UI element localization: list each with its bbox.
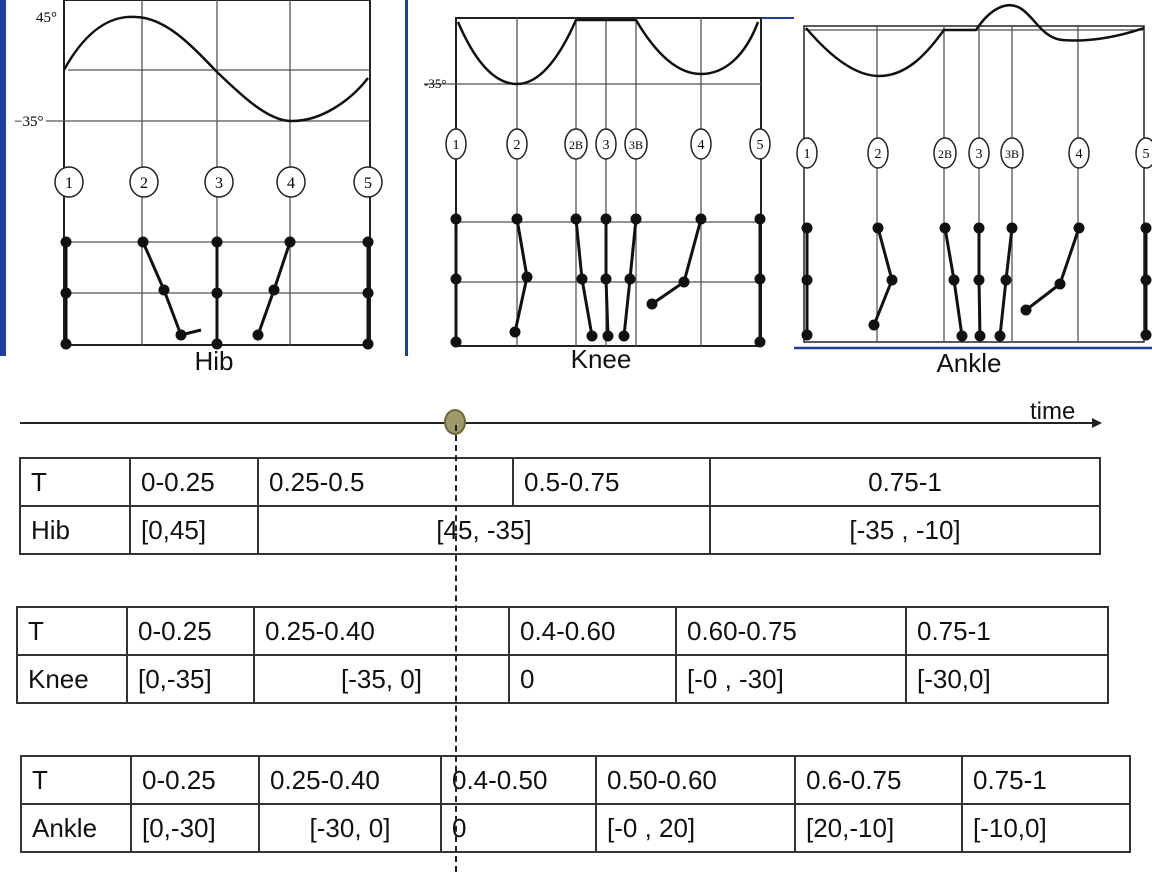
table-cell: [0,45] [129,505,259,555]
table-cell: [-10,0] [961,803,1131,853]
hip-phase-1: 1 [65,175,73,192]
table-cell: 0.5-0.75 [512,457,711,507]
table-cell: 0.6-0.75 [794,755,963,805]
hip-phase-markers: 1 2 3 4 5 [54,166,383,198]
table-cell: [0,-30] [130,803,260,853]
timeline-label: time [1030,398,1076,425]
knee-phase-2b: 2B [569,138,583,152]
hip-top-angle: 45° [36,10,57,26]
table-cell: 0 [440,803,597,853]
table-cell: [-0 , 20] [595,803,796,853]
table-header-t: T [16,606,128,656]
hip-panel-divider [405,0,408,356]
ankle-phase-2b: 2B [938,147,952,161]
knee-angle-curve [456,18,760,86]
hip-leg-figures [60,236,374,350]
table-row-label: Ankle [20,803,132,853]
knee-leg-figures [450,213,766,348]
knee-phase-4: 4 [698,138,705,153]
knee-caption: Knee [570,344,632,374]
table-cell: [-30,0] [905,654,1109,704]
table-row-label: Hib [19,505,131,555]
table-cell: 0.75-1 [905,606,1109,656]
hip-caption: Hib [194,346,234,376]
time-cursor-line [455,425,457,872]
knee-phase-markers: 1 2 2B 3 3B 4 5 [445,128,771,160]
table-cell: 0.25-0.5 [257,457,514,507]
table-row: Hib [0,45] [45, -35] [-35 , -10] [19,505,1101,555]
knee-phase-table: T 0-0.25 0.25-0.40 0.4-0.60 0.60-0.75 0.… [16,606,1109,704]
hip-phase-2: 2 [140,175,148,192]
hip-diagram-panel: 45° −35° 1 2 3 4 5 Hib [6,0,404,376]
table-row: T 0-0.25 0.25-0.5 0.5-0.75 0.75-1 [19,457,1101,507]
knee-diagram-panel: -35° 1 2 2B 3 3B 4 5 [416,14,794,374]
table-cell: [0,-35] [126,654,255,704]
table-cell: [-35, 0] [253,654,510,704]
ankle-phase-2: 2 [875,147,882,162]
table-cell: 0.60-0.75 [675,606,907,656]
table-cell: 0.75-1 [709,457,1101,507]
table-header-t: T [20,755,132,805]
hip-phase-5: 5 [364,175,372,192]
table-cell: 0-0.25 [126,606,255,656]
table-cell: 0-0.25 [130,755,260,805]
ankle-diagram: 1 2 2B 3 3B 4 5 [794,4,1152,350]
knee-frame [455,17,762,347]
table-cell: [-30, 0] [258,803,442,853]
table-header-t: T [19,457,131,507]
table-row: T 0-0.25 0.25-0.40 0.4-0.60 0.60-0.75 0.… [16,606,1109,656]
ankle-diagram-panel: 1 2 2B 3 3B 4 5 An [794,0,1152,380]
knee-angle-label: -35° [424,76,447,91]
table-cell: 0 [508,654,677,704]
knee-phase-3b: 3B [629,138,643,152]
ankle-grid [804,26,1144,342]
table-row: Ankle [0,-30] [-30, 0] 0 [-0 , 20] [20,-… [20,803,1131,853]
hip-angle-curve [62,15,369,123]
hip-phase-4: 4 [287,175,295,192]
table-cell: 0.4-0.50 [440,755,597,805]
ankle-phase-3: 3 [976,147,983,162]
hip-phase-table: T 0-0.25 0.25-0.5 0.5-0.75 0.75-1 Hib [0… [19,457,1101,555]
ankle-phase-5: 5 [1143,147,1150,162]
ankle-phase-3b: 3B [1005,147,1019,161]
knee-phase-5: 5 [757,138,764,153]
knee-phase-3: 3 [603,138,610,153]
hip-phase-3: 3 [215,175,223,192]
table-cell: 0.50-0.60 [595,755,796,805]
ankle-angle-curve [805,4,1145,78]
table-cell: [-35 , -10] [709,505,1101,555]
ankle-phase-4: 4 [1076,147,1083,162]
ankle-frame [803,25,1145,343]
table-cell: 0.25-0.40 [258,755,442,805]
ankle-caption: Ankle [936,348,1002,378]
knee-phase-1: 1 [453,138,460,153]
ankle-leg-figures [801,222,1152,342]
left-accent-bar [0,0,6,356]
table-row: T 0-0.25 0.25-0.40 0.4-0.50 0.50-0.60 0.… [20,755,1131,805]
ankle-phase-markers: 1 2 2B 3 3B 4 5 [796,137,1152,169]
knee-phase-2: 2 [514,138,521,153]
ankle-phase-table: T 0-0.25 0.25-0.40 0.4-0.50 0.50-0.60 0.… [20,755,1131,853]
timeline: time [0,395,1152,445]
table-cell: [-0 , -30] [675,654,907,704]
table-row-label: Knee [16,654,128,704]
knee-diagram: -35° 1 2 2B 3 3B 4 5 [424,17,794,348]
knee-grid [424,18,761,346]
table-cell: [45, -35] [257,505,711,555]
timeline-axis [20,418,1102,428]
table-cell: 0-0.25 [129,457,259,507]
table-cell: 0.75-1 [961,755,1131,805]
hip-diagram: 45° −35° 1 2 3 4 5 [14,0,383,350]
table-cell: 0.4-0.60 [508,606,677,656]
table-cell: 0.25-0.40 [253,606,510,656]
ankle-phase-1: 1 [804,147,811,162]
table-row: Knee [0,-35] [-35, 0] 0 [-0 , -30] [-30,… [16,654,1109,704]
hip-bottom-angle: −35° [14,114,43,130]
table-cell: [20,-10] [794,803,963,853]
